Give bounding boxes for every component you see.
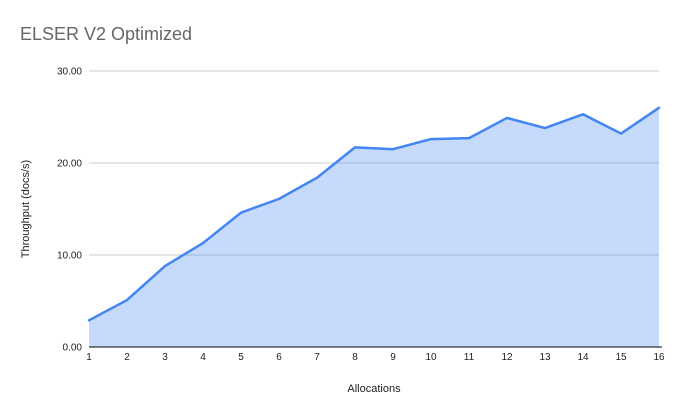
x-tick-label: 15 bbox=[615, 352, 627, 363]
chart-title: ELSER V2 Optimized bbox=[20, 24, 193, 44]
y-tick-label: 20.00 bbox=[57, 159, 82, 170]
x-tick-label: 13 bbox=[539, 352, 551, 363]
y-axis-title: Throughput (docs/s) bbox=[20, 159, 32, 259]
x-tick-label: 9 bbox=[390, 352, 396, 363]
x-tick-label: 16 bbox=[653, 352, 665, 363]
x-tick-label: 4 bbox=[200, 352, 206, 363]
x-tick-label: 11 bbox=[464, 352, 475, 363]
area-fill bbox=[89, 107, 659, 347]
y-tick-label: 0.00 bbox=[63, 343, 83, 354]
x-axis-title: Allocations bbox=[347, 383, 401, 395]
series-line bbox=[87, 106, 661, 322]
x-tick-label: 2 bbox=[124, 352, 130, 363]
x-tick-label: 3 bbox=[162, 352, 168, 363]
x-tick-label: 10 bbox=[425, 352, 437, 363]
x-tick-label: 1 bbox=[86, 352, 92, 363]
x-tick-label: 6 bbox=[276, 352, 282, 363]
y-tick-label: 30.00 bbox=[57, 67, 82, 78]
x-tick-label: 7 bbox=[314, 352, 320, 363]
x-tick-label: 8 bbox=[352, 352, 358, 363]
y-tick-label: 10.00 bbox=[57, 251, 82, 262]
x-tick-label: 5 bbox=[238, 352, 244, 363]
x-tick-label: 12 bbox=[501, 352, 513, 363]
x-tick-label: 14 bbox=[577, 352, 589, 363]
